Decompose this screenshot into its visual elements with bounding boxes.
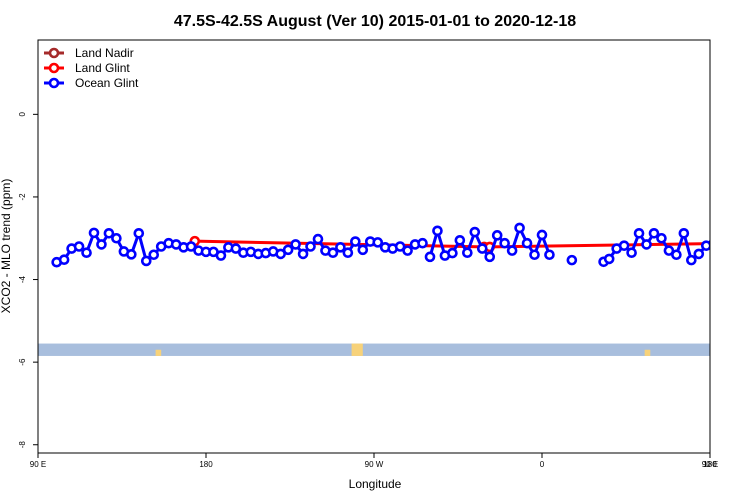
legend-label: Ocean Glint [75, 76, 139, 90]
data-point-ocean-glint [424, 251, 436, 263]
y-tick-label: -2 [18, 193, 27, 201]
data-point-ocean-glint [394, 241, 406, 252]
data-point-ocean-glint [618, 240, 630, 251]
legend-label: Land Glint [75, 61, 130, 75]
data-point-ocean-glint [454, 235, 466, 246]
data-point-ocean-glint [230, 243, 242, 254]
data-point-ocean-glint [491, 230, 503, 241]
data-point-ocean-glint [215, 250, 227, 261]
data-point-ocean-glint [663, 245, 675, 256]
data-point-ocean-glint [126, 249, 137, 260]
data-point-ocean-glint [499, 237, 510, 249]
data-point-ocean-glint [432, 225, 443, 237]
legend-item-land-nadir: Land Nadir [44, 46, 134, 60]
data-point-ocean-glint [275, 248, 286, 260]
data-point-ocean-glint [88, 227, 100, 239]
data-point-ocean-glint [671, 249, 682, 261]
data-point-ocean-glint [335, 242, 346, 253]
data-point-ocean-glint [282, 244, 294, 256]
data-point-ocean-glint [544, 249, 555, 261]
data-point-ocean-glint [506, 245, 518, 256]
data-point-ocean-glint [305, 241, 316, 252]
data-point-ocean-glint [111, 232, 122, 244]
data-point-ocean-glint [566, 254, 578, 266]
data-point-ocean-glint [103, 227, 115, 239]
data-point-ocean-glint [417, 237, 428, 249]
data-point-ocean-glint [402, 245, 413, 256]
data-point-ocean-glint [476, 243, 488, 254]
x-tick-label: 90 W [365, 460, 384, 469]
legend-label: Land Nadir [75, 46, 134, 60]
data-point-ocean-glint [447, 247, 458, 259]
map-land [644, 349, 651, 356]
x-tick-label: 0 [540, 460, 545, 469]
data-point-ocean-glint [350, 236, 361, 247]
data-point-ocean-glint [536, 229, 548, 241]
data-point-ocean-glint [693, 248, 705, 260]
data-point-ocean-glint [514, 222, 525, 234]
chart-title: 47.5S-42.5S August (Ver 10) 2015-01-01 t… [174, 13, 576, 30]
plot-area [38, 222, 725, 356]
data-point-ocean-glint [96, 239, 107, 250]
data-point-ocean-glint [626, 247, 637, 258]
data-point-ocean-glint [327, 247, 339, 258]
data-point-ocean-glint [133, 227, 145, 239]
map-land [155, 349, 162, 356]
x-axis-label: Longitude [349, 477, 402, 491]
y-tick-label: -6 [18, 358, 27, 366]
data-point-ocean-glint [312, 233, 324, 245]
data-point-ocean-glint [148, 249, 160, 261]
x-tick-label: 180 [199, 460, 213, 469]
data-point-ocean-glint [521, 237, 533, 249]
data-point-ocean-glint [342, 247, 354, 258]
x-tick-label: 90 E [702, 460, 718, 469]
data-point-ocean-glint [641, 239, 652, 250]
legend-item-ocean-glint: Ocean Glint [44, 76, 139, 90]
data-point-ocean-glint [357, 244, 369, 256]
x-tick-label: 90 E [30, 460, 46, 469]
data-point-ocean-glint [81, 247, 92, 258]
y-tick-label: 0 [18, 112, 27, 117]
data-point-ocean-glint [603, 253, 615, 265]
data-point-ocean-glint [372, 237, 384, 248]
data-point-ocean-glint [529, 249, 540, 261]
data-point-ocean-glint [678, 227, 690, 239]
data-point-ocean-glint [700, 240, 710, 251]
map-land [351, 343, 363, 356]
legend-swatch-marker [48, 62, 60, 74]
legend-swatch-marker [48, 77, 60, 89]
data-point-ocean-glint [656, 232, 667, 244]
y-axis: 0 -2 -4 -6 -8 [18, 112, 38, 449]
data-point-ocean-glint [185, 241, 197, 252]
data-point-ocean-glint [633, 227, 645, 239]
data-point-ocean-glint [297, 248, 309, 260]
data-point-ocean-glint [290, 239, 301, 250]
data-point-ocean-glint [686, 254, 697, 266]
data-point-ocean-glint [462, 247, 473, 258]
legend-swatch-marker [48, 47, 60, 59]
data-point-ocean-glint [717, 240, 725, 248]
y-tick-label: -4 [18, 275, 27, 283]
y-tick-label: -8 [18, 441, 27, 449]
legend-item-land-glint: Land Glint [44, 61, 130, 75]
data-point-ocean-glint [73, 241, 85, 252]
y-axis-label: XCO2 - MLO trend (ppm) [0, 179, 13, 314]
plot-content [38, 222, 725, 356]
data-point-ocean-glint [484, 251, 496, 263]
data-point-ocean-glint [469, 226, 481, 238]
data-point-ocean-glint [140, 255, 152, 267]
data-point-ocean-glint [648, 227, 660, 239]
data-point-ocean-glint [708, 239, 710, 247]
data-point-ocean-glint [58, 254, 70, 266]
map-strip [38, 343, 710, 356]
x-tick-label: 180 [703, 460, 717, 469]
